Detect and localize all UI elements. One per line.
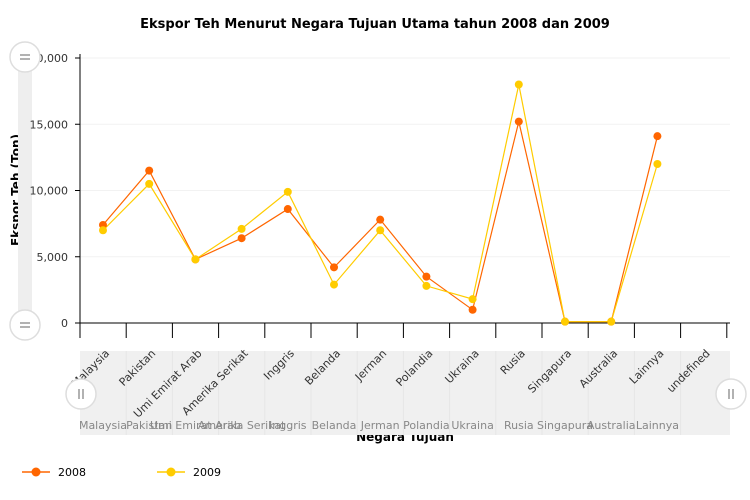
legend[interactable]: 2008 2009 bbox=[22, 466, 221, 479]
y-tick-label: 0 bbox=[61, 317, 68, 330]
data-point-2008[interactable] bbox=[237, 234, 246, 243]
scrollbar-track-area[interactable] bbox=[80, 351, 730, 435]
data-point-2009[interactable] bbox=[561, 317, 569, 326]
scrollbar-label: Inggris bbox=[269, 419, 307, 432]
series-points-2008 bbox=[99, 117, 662, 326]
data-point-2008[interactable] bbox=[283, 205, 292, 214]
data-point-2008[interactable] bbox=[468, 305, 477, 314]
data-point-2008[interactable] bbox=[653, 132, 662, 141]
legend-marker bbox=[166, 467, 176, 477]
vertical-scrollbar[interactable] bbox=[18, 56, 32, 326]
scrollbar-label: Lainnya bbox=[636, 419, 679, 432]
data-point-2009[interactable] bbox=[237, 224, 246, 233]
data-point-2009[interactable] bbox=[422, 281, 431, 290]
data-point-2009[interactable] bbox=[145, 179, 154, 188]
scrollbar-label: Amerika Serikat bbox=[198, 419, 286, 432]
scrollbar-label: Australia bbox=[587, 419, 636, 432]
vscroll-bottom-handle-grip-icon[interactable] bbox=[9, 309, 41, 341]
scrollbar-label: Malaysia bbox=[79, 419, 127, 432]
hscroll-right-handle-grip-icon[interactable] bbox=[715, 378, 747, 410]
legend-marker bbox=[31, 467, 41, 477]
scrollbar-label: Jerman bbox=[360, 419, 400, 432]
series-2009 bbox=[102, 84, 658, 323]
chart-title: Ekspor Teh Menurut Negara Tujuan Utama t… bbox=[140, 17, 610, 32]
grip-circle[interactable] bbox=[65, 378, 97, 410]
grip-circle[interactable] bbox=[9, 41, 41, 73]
hscroll-left-handle-grip-icon[interactable] bbox=[65, 378, 97, 410]
data-point-2009[interactable] bbox=[468, 295, 477, 304]
y-tick-label: 5,000 bbox=[37, 251, 69, 264]
scrollbar-label: Umi Emirat Arab bbox=[150, 419, 241, 432]
legend-label: 2008 bbox=[58, 466, 86, 479]
scrollbar-label: Polandia bbox=[403, 419, 450, 432]
scrollbar-label: Ukraina bbox=[451, 419, 493, 432]
data-point-2009[interactable] bbox=[653, 160, 662, 168]
data-point-2009[interactable] bbox=[514, 80, 523, 89]
y-tick-label: 10,000 bbox=[30, 185, 69, 198]
vscroll-top-handle-grip-icon[interactable] bbox=[9, 41, 41, 73]
series-points-2009 bbox=[99, 80, 662, 326]
horizontal-scrollbar-track[interactable] bbox=[80, 351, 730, 435]
data-point-2009[interactable] bbox=[607, 317, 616, 326]
data-point-2009[interactable] bbox=[330, 280, 338, 289]
scrollbar-label: Singapura bbox=[537, 419, 593, 432]
legend-item-2009[interactable]: 2009 bbox=[157, 466, 221, 479]
data-point-2008[interactable] bbox=[330, 263, 338, 272]
data-point-2009[interactable] bbox=[191, 255, 200, 264]
series-line-2009 bbox=[102, 84, 658, 323]
vertical-scrollbar-track[interactable] bbox=[18, 56, 32, 326]
data-point-2009[interactable] bbox=[283, 187, 292, 196]
scroll-handles[interactable] bbox=[9, 41, 747, 410]
grip-circle[interactable] bbox=[9, 309, 41, 341]
data-point-2008[interactable] bbox=[376, 215, 385, 224]
data-point-2009[interactable] bbox=[99, 226, 107, 235]
data-point-2008[interactable] bbox=[145, 166, 154, 175]
grip-circle[interactable] bbox=[715, 378, 747, 410]
data-point-2008[interactable] bbox=[422, 272, 431, 281]
scrollbar-label: Rusia bbox=[504, 419, 534, 432]
legend-label: 2009 bbox=[193, 466, 221, 479]
data-point-2008[interactable] bbox=[514, 117, 523, 126]
legend-item-2008[interactable]: 2008 bbox=[22, 466, 86, 479]
y-tick-label: 15,000 bbox=[30, 118, 69, 131]
data-point-2009[interactable] bbox=[376, 226, 385, 235]
gridlines bbox=[80, 57, 730, 324]
scrollbar-label: Pakistan bbox=[126, 419, 172, 432]
series bbox=[99, 80, 662, 326]
scrollbar-label: Belanda bbox=[312, 419, 357, 432]
